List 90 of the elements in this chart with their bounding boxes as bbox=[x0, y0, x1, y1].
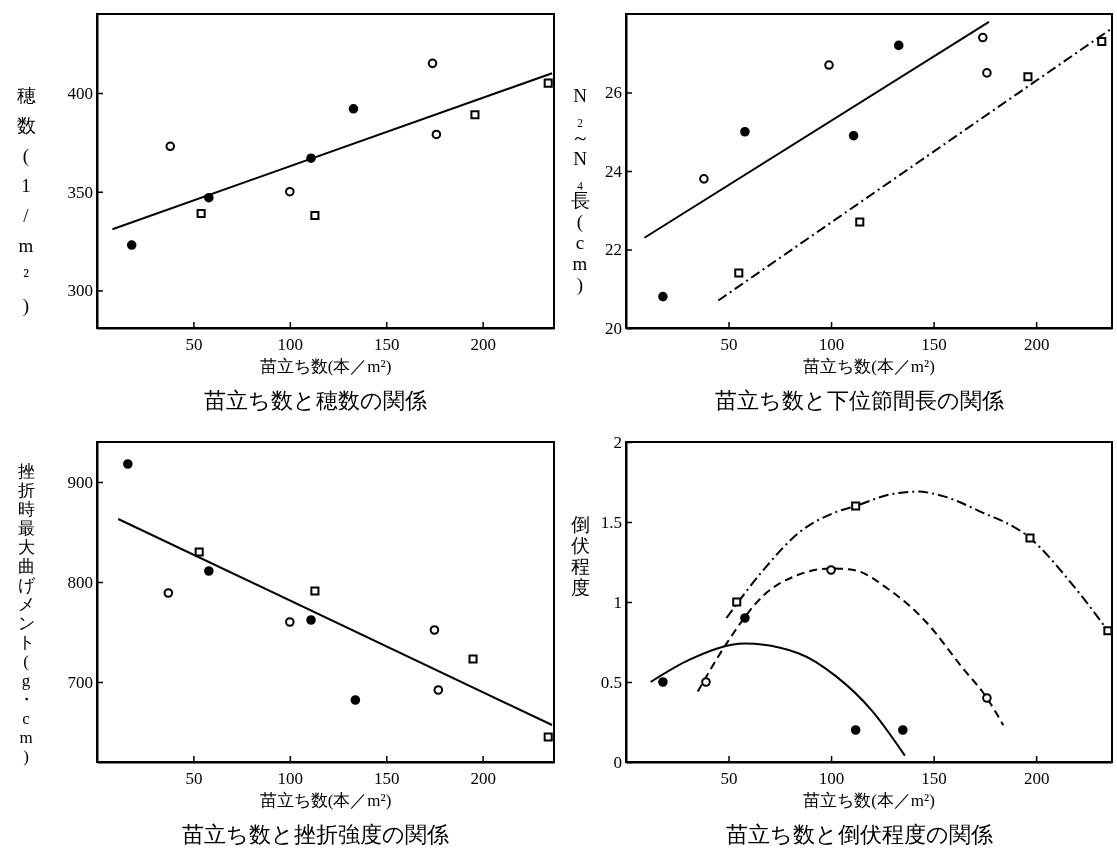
point bbox=[543, 78, 553, 88]
point bbox=[123, 459, 133, 469]
y-tick-label: 1 bbox=[613, 592, 622, 612]
point bbox=[433, 685, 444, 695]
x-axis-title: 苗立ち数(本／m²) bbox=[259, 791, 392, 810]
point bbox=[306, 615, 316, 625]
point bbox=[427, 58, 438, 69]
point bbox=[285, 617, 295, 627]
y-tick-label: 2 bbox=[613, 432, 622, 452]
point bbox=[126, 240, 137, 250]
y-tick-label: 24 bbox=[605, 161, 623, 181]
point bbox=[543, 732, 553, 742]
point bbox=[306, 153, 316, 163]
point bbox=[204, 566, 214, 576]
point bbox=[165, 141, 176, 152]
x-tick-label: 200 bbox=[470, 769, 496, 789]
x-tick-label: 50 bbox=[185, 769, 203, 789]
x-tick-label: 200 bbox=[1023, 769, 1050, 789]
x-axis-title: 苗立ち数(本／m²) bbox=[803, 357, 935, 376]
y-tick-label: 700 bbox=[67, 672, 93, 692]
point bbox=[850, 725, 861, 735]
y-tick-label: 300 bbox=[67, 281, 93, 301]
x-tick-label: 100 bbox=[277, 769, 304, 789]
x-axis-title: 苗立ち数(本／m²) bbox=[803, 791, 935, 810]
point bbox=[734, 268, 744, 278]
point bbox=[982, 693, 992, 703]
point bbox=[701, 677, 711, 687]
point bbox=[196, 208, 206, 218]
text: 苗立ち数と倒伏程度の関係 bbox=[725, 822, 993, 847]
y-tick-label: 900 bbox=[67, 472, 93, 492]
x-tick-label: 100 bbox=[277, 335, 304, 355]
point bbox=[1025, 533, 1035, 543]
point bbox=[470, 110, 480, 120]
point bbox=[285, 186, 295, 197]
x-tick-label: 150 bbox=[921, 769, 947, 789]
text: 挫折時最大曲げメント(g・cm) bbox=[17, 462, 35, 766]
x-tick-label: 200 bbox=[470, 335, 496, 355]
point bbox=[658, 291, 668, 302]
y-tick-label: 26 bbox=[605, 83, 622, 103]
point bbox=[851, 501, 861, 511]
point bbox=[310, 586, 320, 596]
y-axis-title: 穂数(1/m²) bbox=[16, 85, 36, 318]
y-tick-label: 400 bbox=[67, 83, 93, 103]
text: 苗立ち数と挫折強度の関係 bbox=[182, 822, 449, 847]
text: N₂～N₄長(cm) bbox=[570, 85, 590, 296]
x-tick-label: 100 bbox=[818, 769, 845, 789]
point bbox=[350, 695, 361, 705]
point bbox=[732, 597, 742, 607]
x-tick-label: 50 bbox=[720, 769, 738, 789]
x-tick-label: 150 bbox=[921, 335, 947, 355]
point bbox=[348, 104, 359, 114]
x-tick-label: 100 bbox=[818, 335, 845, 355]
point bbox=[194, 547, 204, 557]
point bbox=[310, 210, 320, 220]
y-tick-label: 20 bbox=[605, 318, 622, 338]
point bbox=[898, 725, 908, 735]
x-tick-label: 50 bbox=[185, 335, 203, 355]
x-axis-title: 苗立ち数(本／m²) bbox=[259, 357, 392, 376]
point bbox=[824, 60, 834, 70]
x-tick-label: 150 bbox=[373, 335, 400, 355]
text: 苗立ち数と下位節間長の関係 bbox=[714, 388, 1004, 413]
point bbox=[658, 677, 668, 687]
y-tick-label: 0 bbox=[613, 752, 622, 772]
x-tick-label: 50 bbox=[720, 335, 738, 355]
point bbox=[848, 130, 859, 141]
x-tick-label: 150 bbox=[373, 769, 400, 789]
y-tick-label: 350 bbox=[67, 182, 93, 202]
point bbox=[1097, 36, 1107, 47]
y-tick-label: 0.5 bbox=[600, 672, 622, 692]
point bbox=[429, 625, 440, 635]
point bbox=[978, 32, 988, 43]
point bbox=[855, 217, 865, 227]
point bbox=[893, 40, 904, 51]
point bbox=[163, 588, 174, 598]
y-tick-label: 22 bbox=[605, 240, 622, 260]
text: 苗立ち数と穂数の関係 bbox=[204, 388, 427, 413]
point bbox=[468, 654, 478, 664]
point bbox=[982, 68, 992, 78]
point bbox=[1023, 72, 1033, 82]
y-tick-label: 800 bbox=[67, 572, 93, 592]
point bbox=[740, 126, 750, 137]
point bbox=[431, 129, 442, 140]
point bbox=[699, 174, 709, 184]
point bbox=[204, 192, 214, 203]
y-axis-title: 倒伏程度 bbox=[570, 514, 590, 599]
x-tick-label: 200 bbox=[1023, 335, 1050, 355]
point bbox=[1103, 626, 1112, 636]
y-tick-label: 1.5 bbox=[600, 512, 622, 532]
point bbox=[826, 565, 836, 575]
point bbox=[740, 613, 750, 623]
